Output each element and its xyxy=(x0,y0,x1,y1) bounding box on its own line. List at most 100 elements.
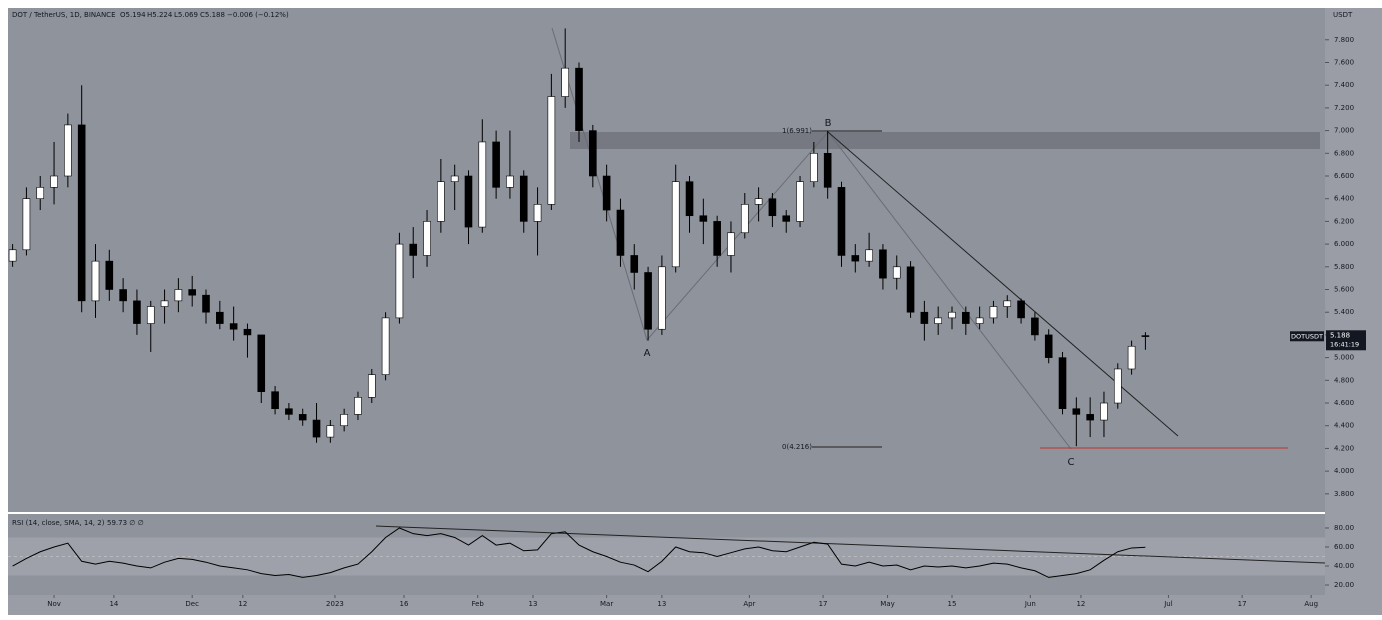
candle-body xyxy=(851,255,860,262)
y-tick-label: 5.000 xyxy=(1334,354,1354,362)
ohlc-low: L5.069 xyxy=(174,11,198,19)
x-tick-label: 16 xyxy=(400,600,409,608)
candle-body xyxy=(768,198,777,217)
annotation: C xyxy=(1068,457,1075,468)
x-tick-label: 13 xyxy=(528,600,537,608)
price-tag-bg xyxy=(1326,330,1366,351)
candle-body xyxy=(1127,345,1136,370)
candle-body xyxy=(367,374,376,398)
candle-body xyxy=(989,306,998,319)
x-tick-label: 15 xyxy=(948,600,957,608)
rsi-trend xyxy=(375,525,1326,564)
price-tag-countdown: 16:41:19 xyxy=(1330,340,1359,348)
rsi-last: 59.73 ∅ ∅ xyxy=(107,519,144,527)
candle-body xyxy=(740,204,749,234)
candle-body xyxy=(962,311,970,324)
candle-body xyxy=(243,328,252,336)
change: −0.006 (−0.12%) xyxy=(227,11,289,19)
y-tick-label: 5.800 xyxy=(1334,263,1354,271)
candle-body xyxy=(202,294,210,313)
candle-body xyxy=(1072,408,1081,415)
candle-body xyxy=(616,209,625,256)
candle-body xyxy=(892,266,901,279)
candle-body xyxy=(326,425,335,438)
x-tick-label: Dec xyxy=(185,600,199,608)
x-tick-label: Mar xyxy=(600,600,613,608)
currency: USDT xyxy=(1333,11,1353,19)
candle-body xyxy=(796,181,804,222)
zigzag xyxy=(551,27,1072,450)
y-tick-label: 7.600 xyxy=(1334,58,1354,66)
candle-body xyxy=(188,289,196,296)
candle-body xyxy=(160,300,169,307)
x-tick-label: Nov xyxy=(47,600,61,608)
price-tag-value: 5.188 xyxy=(1330,331,1350,339)
candle-body xyxy=(257,334,266,392)
candle-body xyxy=(823,152,832,188)
candle-body xyxy=(437,181,445,222)
candle-body xyxy=(119,289,127,302)
candle-body xyxy=(906,266,915,313)
candle-body xyxy=(395,243,404,319)
header: DOT / TetherUS, 1D, BINANCE O5.194 H5.22… xyxy=(12,11,1353,527)
candle-body xyxy=(478,141,487,228)
candle-body xyxy=(50,175,58,188)
candle-body xyxy=(312,419,321,438)
x-tick-label: 17 xyxy=(1238,600,1247,608)
candle-body xyxy=(1141,335,1150,337)
candle-body xyxy=(1017,300,1025,319)
candle-body xyxy=(77,124,86,302)
candle-body xyxy=(64,124,72,177)
price-tag-symbol: DOTUSDT xyxy=(1291,332,1323,340)
candle-body xyxy=(298,414,307,421)
candle-body xyxy=(133,300,141,324)
x-tick-label: Aug xyxy=(1304,600,1318,608)
time-axis xyxy=(8,595,1382,615)
y-tick-label: 3.800 xyxy=(1334,490,1354,498)
y-tick-label: 7.200 xyxy=(1334,104,1354,112)
candle-body xyxy=(381,317,390,375)
candle-body xyxy=(837,187,846,256)
y-tick-label: 6.200 xyxy=(1334,217,1354,225)
candle-body xyxy=(1003,300,1012,307)
y-tick-label: 6.600 xyxy=(1334,172,1354,180)
candle-body xyxy=(174,289,183,302)
x-tick-label: 14 xyxy=(109,600,118,608)
candle-body xyxy=(879,249,887,279)
x-tick-label: 13 xyxy=(657,600,666,608)
symbol: DOT / TetherUS, 1D, BINANCE xyxy=(12,11,116,19)
candle-body xyxy=(1100,402,1108,421)
y-tick-label: 4.400 xyxy=(1334,422,1354,430)
rsi-tick-label: 20.00 xyxy=(1334,581,1354,589)
candle-body xyxy=(865,249,873,262)
candle-body xyxy=(920,311,929,324)
rsi-title: RSI (14, close, SMA, 14, 2) xyxy=(12,519,105,527)
candle-body xyxy=(229,323,238,330)
candle-body xyxy=(533,204,542,222)
annotation: 0(4.216) xyxy=(782,443,812,451)
candle-body xyxy=(519,175,528,222)
candle-body xyxy=(934,317,942,324)
rsi-tick-label: 80.00 xyxy=(1334,524,1354,532)
candle-body xyxy=(602,175,611,211)
candle-body xyxy=(575,67,583,131)
ohlc-close: C5.188 xyxy=(200,11,225,19)
x-tick-label: 17 xyxy=(819,600,828,608)
rsi-line xyxy=(12,527,1146,578)
candle-body xyxy=(810,152,818,182)
candle-body xyxy=(1058,357,1067,410)
rsi-tick-label: 40.00 xyxy=(1334,562,1354,570)
candle-body xyxy=(1086,414,1094,421)
x-tick-label: Jul xyxy=(1163,600,1173,608)
price-pane xyxy=(8,8,1325,512)
candle-body xyxy=(754,198,763,205)
annotation: A xyxy=(644,348,651,359)
x-tick-label: 12 xyxy=(238,600,247,608)
x-tick-label: Feb xyxy=(471,600,484,608)
annotation: 1(6.991) xyxy=(782,127,812,135)
y-tick-label: 7.800 xyxy=(1334,36,1354,44)
ohlc-high: H5.224 xyxy=(147,11,173,19)
candle-body xyxy=(948,311,956,319)
y-tick-label: 7.400 xyxy=(1334,81,1354,89)
